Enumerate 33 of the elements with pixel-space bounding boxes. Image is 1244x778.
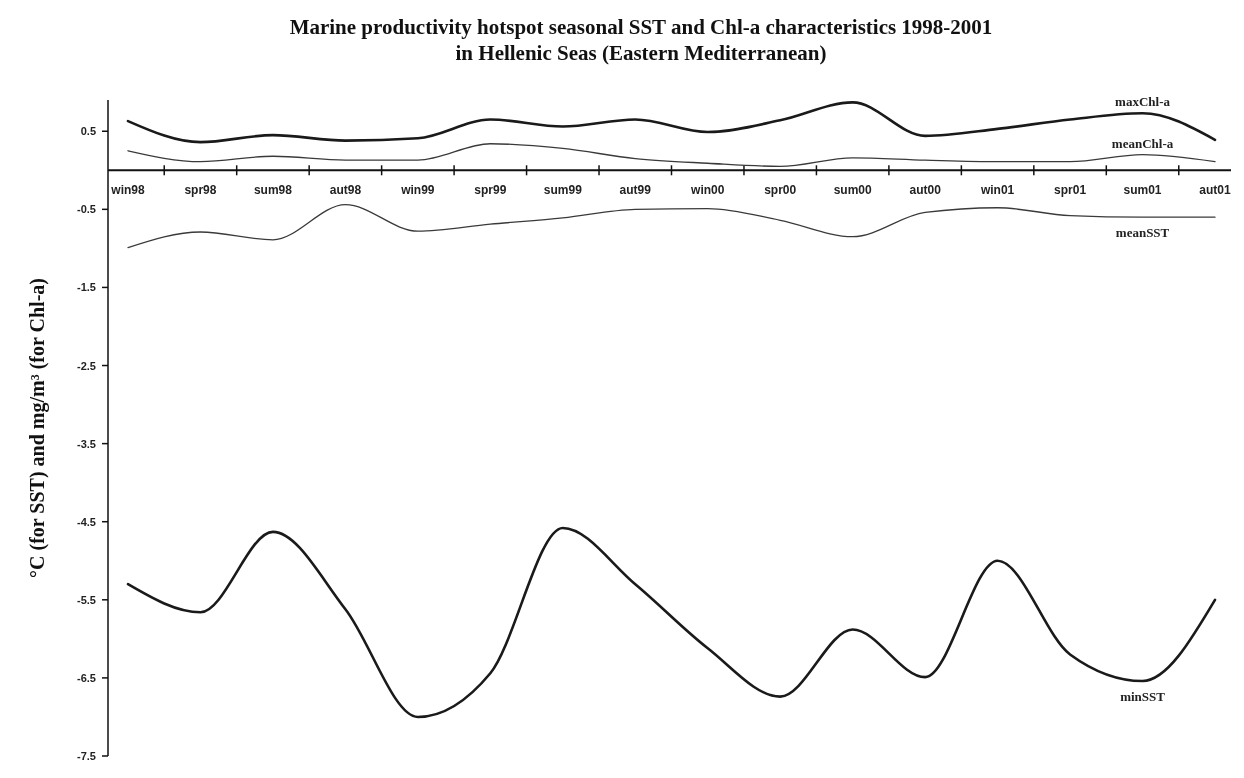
x-tick-label: win99 (400, 183, 435, 198)
x-tick-label: aut98 (329, 183, 362, 198)
x-tick-label: spr99 (474, 183, 507, 198)
line-series (127, 204, 1216, 249)
chart-title: Marine productivity hotspot seasonal SST and Chl-a characteristics 1998-2001 in Hellenic Seas (Eastern Mediterranean) (289, 15, 993, 65)
y-tick-label: -2.5 (77, 359, 96, 372)
y-tick-label: -3.5 (77, 437, 96, 450)
x-tick-label: spr01 (1054, 183, 1087, 198)
x-tick-label: spr00 (764, 183, 797, 198)
y-tick-label: -1.5 (77, 281, 96, 294)
series-label: maxChl-a (1115, 94, 1171, 110)
x-tick-label: win00 (690, 183, 725, 198)
y-tick-label: -0.5 (77, 203, 96, 216)
y-tick-label: -7.5 (77, 750, 96, 762)
y-axis-title: °C (for SST) and mg/m³ (for Chl-a) (26, 278, 49, 578)
x-tick-label: spr98 (184, 183, 217, 198)
series-label: minSST (1120, 689, 1166, 705)
x-tick-label: aut00 (909, 183, 942, 198)
x-tick-label: win01 (979, 183, 1015, 198)
y-tick-label: 0.5 (80, 125, 96, 138)
y-tick-label: -5.5 (77, 593, 96, 606)
y-tick-label: -6.5 (77, 671, 96, 684)
y-tick-label: -4.5 (77, 515, 96, 528)
series-label: meanChl-a (1111, 135, 1174, 151)
series-label: meanSST (1115, 225, 1170, 241)
x-tick-label: sum98 (253, 183, 293, 198)
x-tick-label: win98 (110, 183, 145, 198)
x-tick-label: aut01 (1199, 183, 1231, 198)
line-series (126, 526, 1217, 719)
x-tick-label: sum00 (833, 183, 872, 198)
x-tick-label: aut99 (619, 183, 652, 198)
x-tick-label: sum01 (1123, 183, 1162, 198)
x-tick-label: sum99 (543, 183, 583, 198)
